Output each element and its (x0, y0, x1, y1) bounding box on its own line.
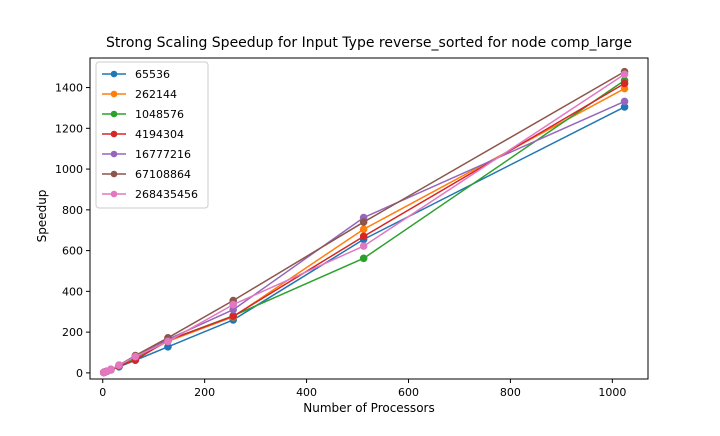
plot-frame (89, 57, 649, 380)
data-point-1048576-512 (359, 254, 368, 263)
y-tick-label: 1000 (55, 163, 83, 176)
series-268435456 (99, 70, 629, 377)
data-point-4194304-256 (229, 312, 237, 321)
legend-item-262144: 262144 (102, 88, 177, 101)
data-point-268435456-16 (107, 365, 115, 374)
data-point-4194304-512 (359, 232, 368, 241)
legend-box (95, 61, 209, 209)
y-axis-label: Speedup (35, 190, 49, 243)
x-tick-label: 600 (398, 386, 419, 399)
y-tick-label: 400 (62, 285, 83, 298)
x-axis-label: Number of Processors (303, 401, 434, 415)
x-tick-label: 800 (500, 386, 521, 399)
legend-label: 65536 (135, 68, 170, 81)
data-point-268435456-256 (229, 300, 237, 309)
data-point-268435456-512 (359, 242, 368, 250)
y-tick-label: 0 (76, 367, 83, 380)
legend-label: 268435456 (135, 188, 198, 201)
data-point-268435456-1024 (620, 70, 629, 79)
data-point-262144-512 (359, 225, 368, 233)
plot-area (99, 67, 629, 377)
legend-marker (110, 170, 118, 178)
legend-item-268435456: 268435456 (102, 188, 198, 201)
x-tick-label: 1000 (598, 386, 626, 399)
legend-label: 16777216 (135, 148, 191, 161)
data-point-4194304-1024 (620, 79, 629, 88)
data-point-268435456-32 (115, 361, 123, 369)
legend-item-67108864: 67108864 (102, 168, 191, 181)
y-tick-label: 1400 (55, 82, 83, 95)
legend-marker (110, 110, 118, 118)
x-tick-label: 0 (99, 386, 106, 399)
legend-marker (110, 190, 118, 198)
legend-item-65536: 65536 (102, 68, 170, 81)
data-point-67108864-512 (359, 218, 368, 226)
legend-item-1048576: 1048576 (102, 108, 184, 121)
y-tick-label: 1200 (55, 122, 83, 135)
legend-label: 1048576 (135, 108, 184, 121)
legend-marker (110, 150, 118, 158)
legend-label: 262144 (135, 88, 177, 101)
legend-item-4194304: 4194304 (102, 128, 184, 141)
data-point-268435456-128 (164, 337, 172, 346)
data-point-16777216-1024 (620, 97, 629, 106)
legend-marker (110, 130, 118, 138)
legend-label: 4194304 (135, 128, 184, 141)
legend-marker (110, 90, 118, 98)
x-tick-label: 400 (296, 386, 317, 399)
legend-label: 67108864 (135, 168, 191, 181)
y-tick-label: 800 (62, 204, 83, 217)
legend-item-16777216: 16777216 (102, 148, 191, 161)
y-tick-label: 600 (62, 245, 83, 258)
chart-title: Strong Scaling Speedup for Input Type re… (106, 35, 632, 51)
legend: 65536 262144 1048576 4194304 16777216 6710886… (95, 61, 209, 209)
data-point-268435456-64 (131, 352, 140, 361)
x-tick-label: 200 (194, 386, 215, 399)
y-tick-label: 200 (62, 326, 83, 339)
legend-marker (110, 70, 118, 78)
